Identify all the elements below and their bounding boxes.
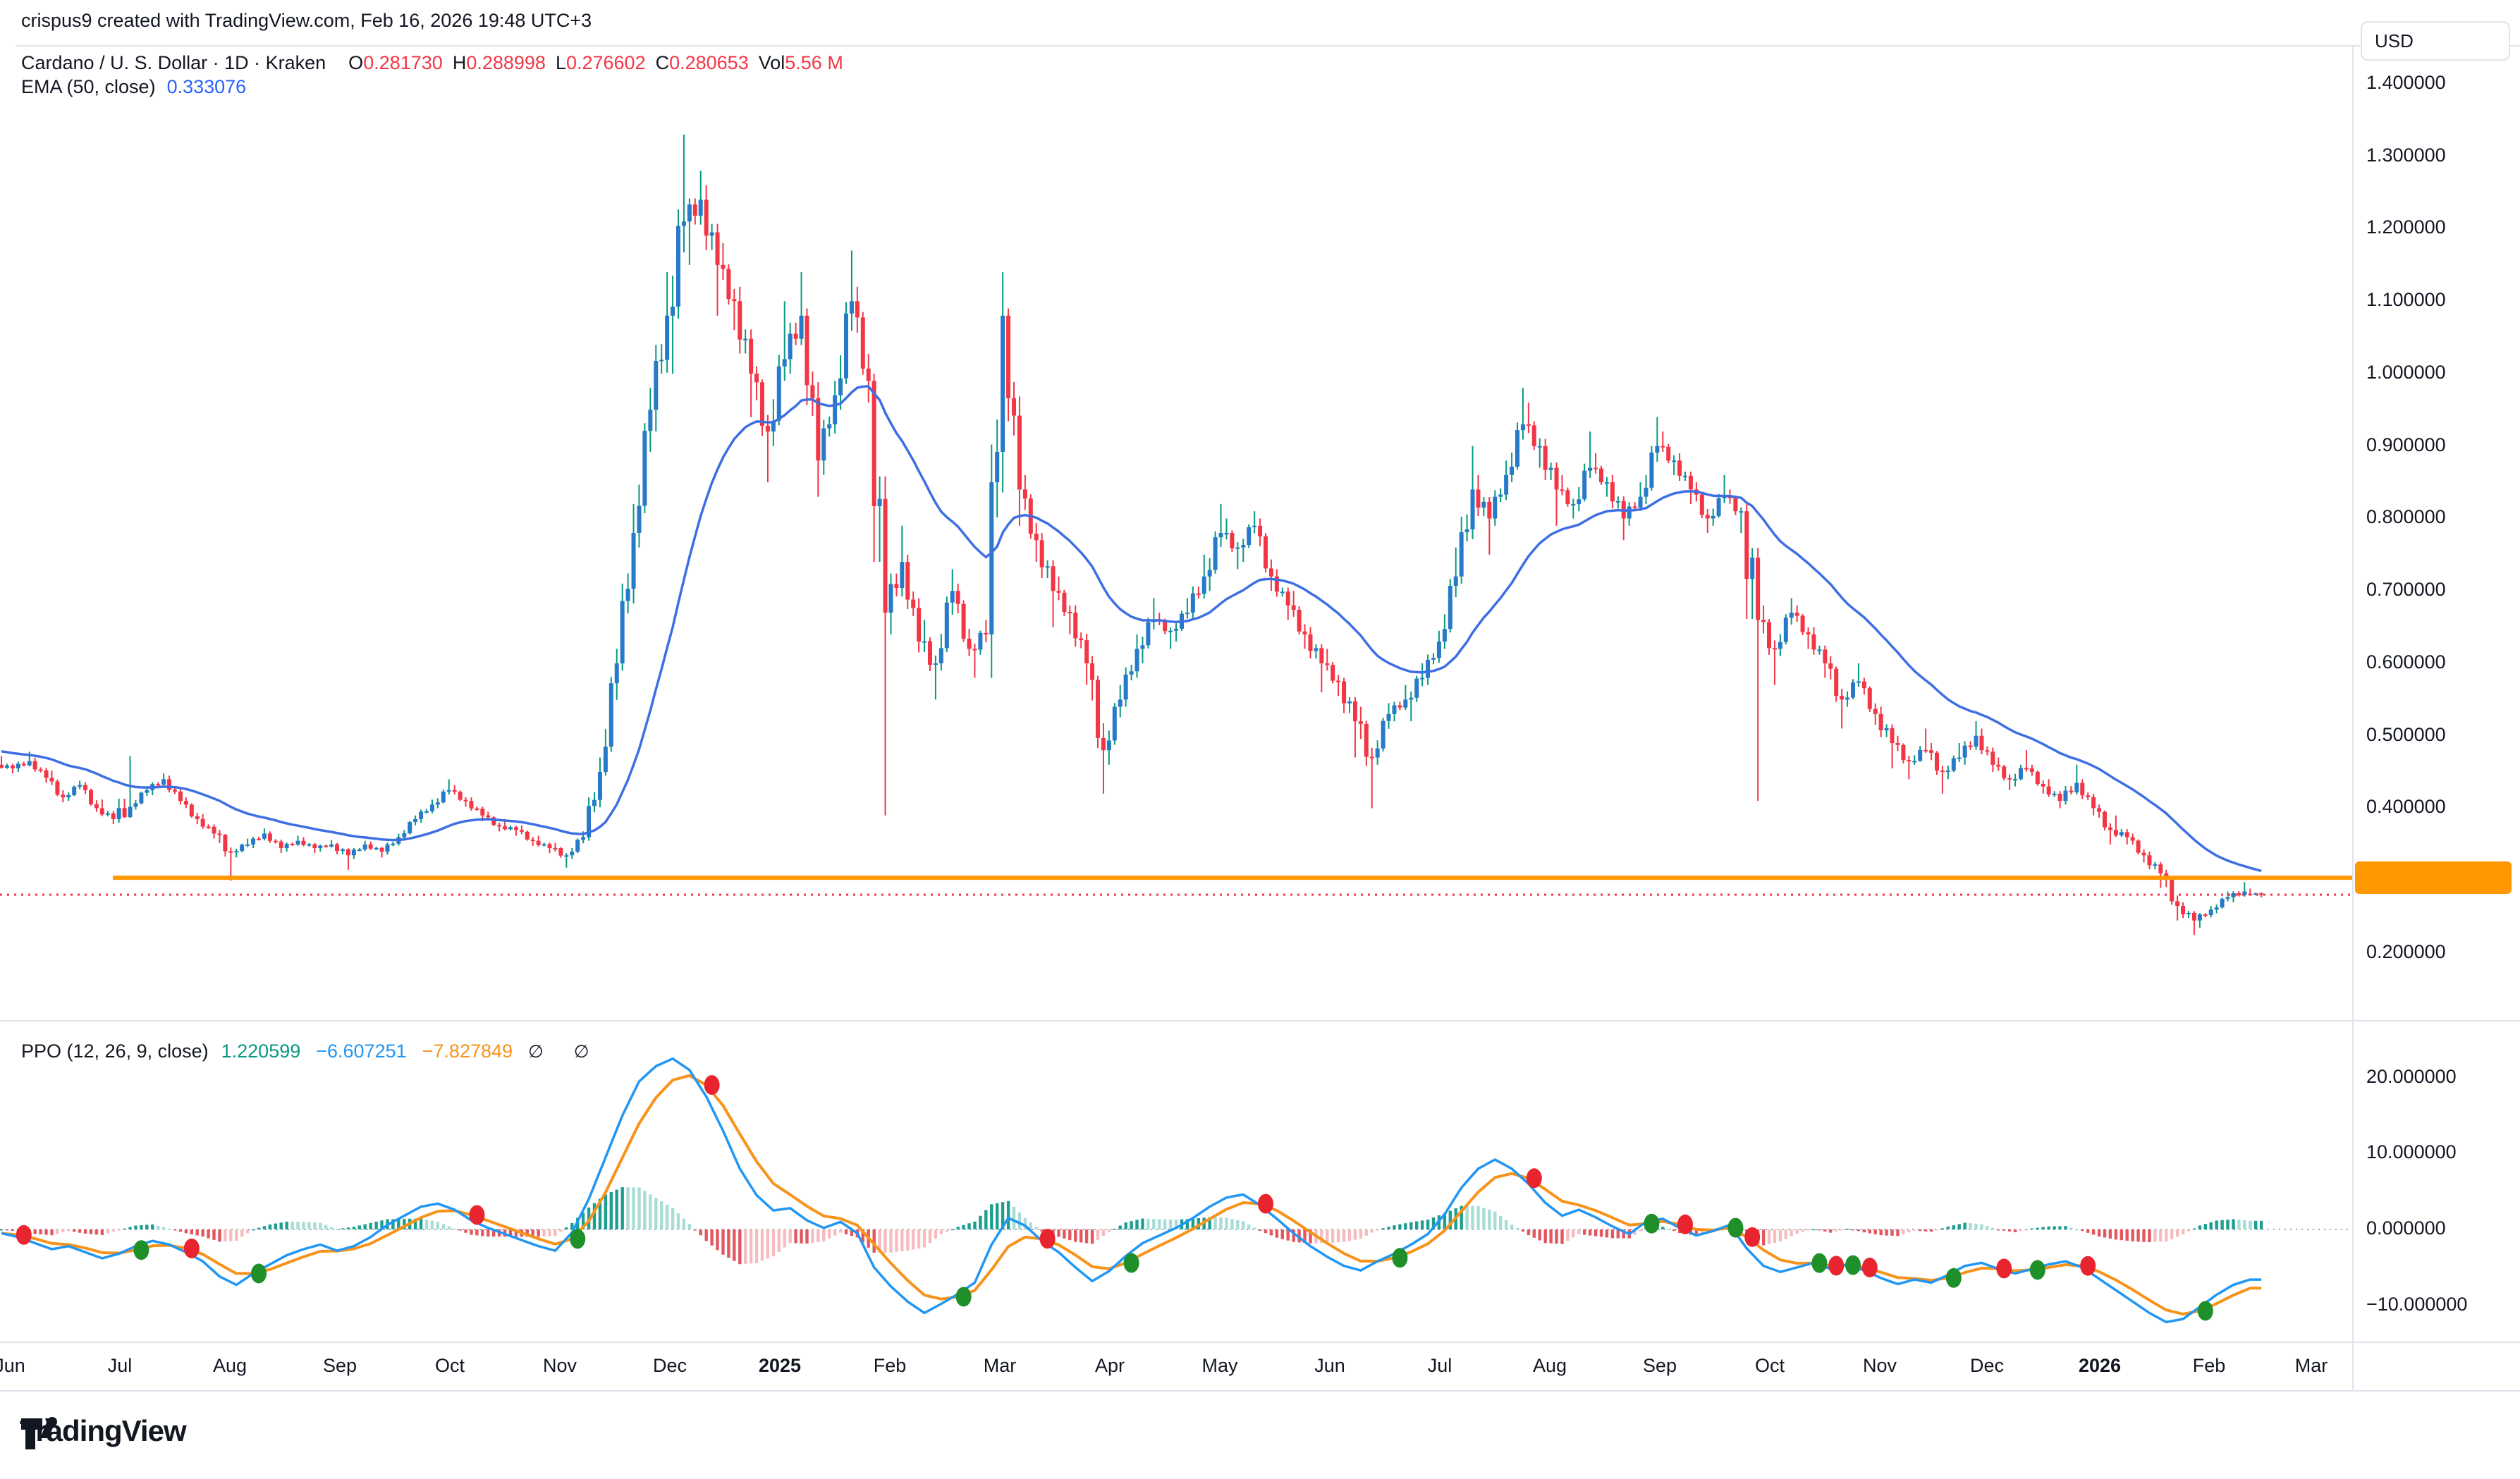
time-axis-divider	[0, 1390, 2520, 1392]
price-axis-tick: 0.200000	[2366, 940, 2446, 962]
high-value: 0.288998	[466, 52, 546, 73]
close-label: C	[655, 52, 670, 73]
price-axis-tick: 0.800000	[2366, 506, 2446, 528]
time-axis-label: Apr	[1094, 1355, 1125, 1376]
time-axis-label: Mar	[983, 1355, 1017, 1376]
price-axis-tick: 0.600000	[2366, 651, 2446, 673]
time-axis-label: Aug	[1532, 1355, 1567, 1376]
ppo-title[interactable]: PPO (12, 26, 9, close)	[21, 1041, 209, 1062]
ema-title[interactable]: EMA (50, close)	[21, 76, 156, 97]
ppo-line-value: −6.607251	[316, 1041, 407, 1062]
time-axis-label: Jun	[1314, 1355, 1345, 1376]
price-axis-border	[2352, 45, 2354, 1390]
price-axis-tick: 0.400000	[2366, 796, 2446, 818]
time-axis-label: Feb	[873, 1355, 907, 1376]
empty-set-icons[interactable]: ∅ ∅	[528, 1041, 602, 1062]
support-price-label[interactable]	[2355, 861, 2512, 895]
price-axis-tick: 1.200000	[2366, 216, 2446, 238]
time-axis-label: 2026	[2078, 1355, 2122, 1376]
time-axis-label: Dec	[1969, 1355, 2005, 1376]
symbol-title[interactable]: Cardano / U. S. Dollar · 1D · Kraken	[21, 52, 326, 73]
tradingview-logo[interactable]: TradingView	[20, 1414, 187, 1449]
time-axis-label: Oct	[1754, 1355, 1785, 1376]
price-axis-tick: 0.700000	[2366, 579, 2446, 601]
low-label: L	[555, 52, 566, 73]
header-divider	[16, 45, 2520, 47]
pane-divider[interactable]	[0, 1020, 2520, 1021]
ema-legend[interactable]: EMA (50, close) 0.333076	[21, 76, 246, 98]
time-axis-label: May	[1201, 1355, 1238, 1376]
open-value: 0.281730	[363, 52, 443, 73]
time-axis-label: Dec	[652, 1355, 687, 1376]
time-axis-label: Oct	[434, 1355, 465, 1376]
ppo-axis-tick: 0.000000	[2366, 1217, 2446, 1239]
low-value: 0.276602	[565, 52, 646, 73]
ema-value: 0.333076	[166, 76, 247, 97]
close-value: 0.280653	[669, 52, 749, 73]
time-axis-label: Feb	[2192, 1355, 2226, 1376]
ppo-signal-value: −7.827849	[422, 1041, 513, 1062]
time-axis-label: Nov	[542, 1355, 577, 1376]
time-axis-label: Sep	[322, 1355, 357, 1376]
time-axis-label: Jun	[0, 1355, 25, 1376]
symbol-legend[interactable]: Cardano / U. S. Dollar · 1D · Kraken O 0…	[21, 52, 843, 74]
price-axis-tick: 0.900000	[2366, 434, 2446, 455]
open-label: O	[348, 52, 364, 73]
high-label: H	[452, 52, 467, 73]
ppo-histogram-value: 1.220599	[221, 1041, 301, 1062]
volume-label: Vol	[758, 52, 785, 73]
ppo-axis-tick: −10.000000	[2366, 1293, 2468, 1315]
ppo-axis-divider	[0, 1342, 2520, 1343]
ppo-axis-tick: 10.000000	[2366, 1141, 2457, 1163]
volume-value: 5.56 M	[785, 52, 843, 73]
ppo-axis-tick: 20.000000	[2366, 1065, 2457, 1087]
price-axis-tick: 1.400000	[2366, 72, 2446, 93]
tradingview-logo-icon	[21, 1417, 57, 1449]
price-axis-tick: 1.000000	[2366, 361, 2446, 383]
ppo-legend[interactable]: PPO (12, 26, 9, close) 1.220599 −6.60725…	[21, 1041, 602, 1062]
time-axis-label: Jul	[107, 1355, 133, 1376]
time-axis-label: Sep	[1642, 1355, 1677, 1376]
attribution-text: crispus9 created with TradingView.com, F…	[21, 10, 592, 31]
price-axis-tick: 1.300000	[2366, 144, 2446, 166]
time-axis-label: Mar	[2294, 1355, 2328, 1376]
time-axis-label: Aug	[212, 1355, 247, 1376]
time-axis-label: Jul	[1427, 1355, 1452, 1376]
currency-usd-button[interactable]: USD	[2361, 21, 2510, 61]
time-axis-label: Nov	[1862, 1355, 1897, 1376]
price-axis-tick: 0.500000	[2366, 723, 2446, 745]
price-axis-tick: 1.100000	[2366, 289, 2446, 311]
time-axis-label: 2025	[758, 1355, 802, 1376]
